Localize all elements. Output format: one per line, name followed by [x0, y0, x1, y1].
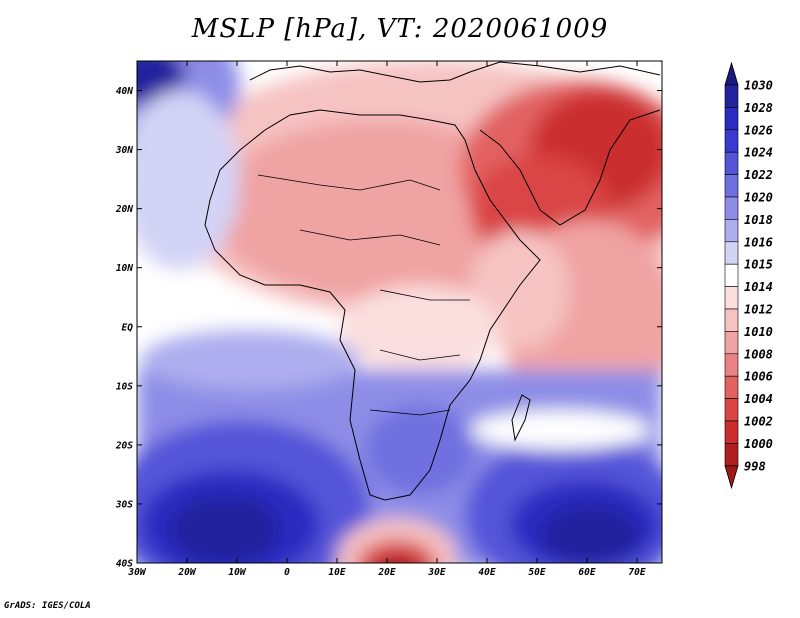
colorbar-label: 1015 — [744, 258, 773, 272]
colorbar-swatch — [724, 219, 739, 243]
latitude-axis: 40N 30N 20N 10N EQ 10S 20S 30S 40S — [115, 86, 662, 570]
lon-tick-label: 70E — [628, 567, 645, 578]
lat-tick-label: 40N — [116, 86, 133, 97]
country-borders — [257, 174, 470, 416]
colorbar-label: 1016 — [744, 235, 773, 249]
colorbar-label: 1018 — [744, 213, 773, 227]
colorbar-swatch — [724, 398, 739, 422]
colorbar-swatch — [724, 420, 739, 444]
colorbar-label: 1006 — [744, 370, 773, 384]
lon-tick-label: 20W — [177, 567, 196, 578]
colorbar-swatch — [724, 263, 739, 287]
colorbar-swatch — [724, 84, 739, 108]
longitude-axis: 30W 20W 10W 0 10E 20E 30E 40E 50E 60E 70E — [127, 61, 646, 578]
lat-tick-label: 40S — [116, 559, 133, 570]
africa-outline — [204, 109, 541, 501]
colorbar-top-triangle — [724, 61, 739, 86]
colorbar-swatch — [724, 107, 739, 131]
colorbar-swatch — [724, 286, 739, 310]
lon-tick-label: 50E — [528, 567, 545, 578]
lat-tick-label: 30N — [115, 145, 133, 156]
lat-tick-label: 20S — [115, 440, 133, 451]
colorbar-label: 1028 — [744, 101, 773, 115]
lon-tick-label: 60E — [578, 567, 595, 578]
lat-tick-label: 30S — [115, 499, 133, 510]
lon-tick-label: 0 — [284, 567, 290, 578]
colorbar-swatch — [724, 129, 739, 153]
colorbar-label: 1002 — [744, 415, 773, 429]
coastlines — [204, 61, 661, 501]
colorbar-label: 1014 — [744, 280, 773, 294]
colorbar-label: 1010 — [744, 325, 773, 339]
pressure-field — [137, 61, 662, 563]
colorbar-swatch — [724, 174, 739, 198]
grads-credit: GrADS: IGES/COLA — [4, 601, 91, 611]
colorbar-label: 1004 — [744, 392, 773, 406]
lat-tick-label: 20N — [115, 204, 133, 215]
colorbar-label: 998 — [744, 459, 766, 473]
colorbar-swatch — [724, 443, 739, 467]
lon-tick-label: 20E — [377, 567, 395, 578]
colorbar-swatch — [724, 151, 739, 175]
colorbar-label: 1022 — [744, 168, 773, 182]
lat-tick-label: 10S — [116, 381, 133, 392]
madagascar-outline — [511, 394, 531, 442]
lat-tick-label: 10N — [116, 263, 133, 274]
colorbar-label: 1024 — [744, 146, 773, 160]
colorbar-label: 1000 — [744, 437, 773, 451]
colorbar-swatch — [724, 375, 739, 399]
lat-tick-label: EQ — [122, 322, 134, 333]
map-title: MSLP [hPa], VT: 2020061009 — [191, 14, 609, 44]
plot-frame — [136, 60, 663, 564]
colorbar-bottom-triangle — [724, 465, 739, 490]
lon-tick-label: 40E — [478, 567, 495, 578]
colorbar-label: 1030 — [744, 79, 773, 93]
colorbar-swatch — [724, 353, 739, 377]
colorbar-label: 1020 — [744, 191, 773, 205]
arabia-outline — [479, 109, 661, 226]
lon-tick-label: 10E — [328, 567, 345, 578]
lon-tick-label: 30W — [127, 567, 146, 578]
colorbar-label: 1026 — [744, 123, 773, 137]
colorbar-label: 1008 — [744, 347, 773, 361]
lon-tick-label: 10W — [228, 567, 246, 578]
colorbar-swatch — [724, 331, 739, 355]
colorbar: 1030 1028 1026 1024 1022 1020 1018 1016 1015 1014… — [724, 61, 773, 490]
colorbar-swatch — [724, 196, 739, 220]
colorbar-swatch — [724, 308, 739, 332]
lon-tick-label: 30E — [427, 567, 445, 578]
colorbar-label: 1012 — [744, 303, 773, 317]
colorbar-swatch — [724, 241, 739, 265]
